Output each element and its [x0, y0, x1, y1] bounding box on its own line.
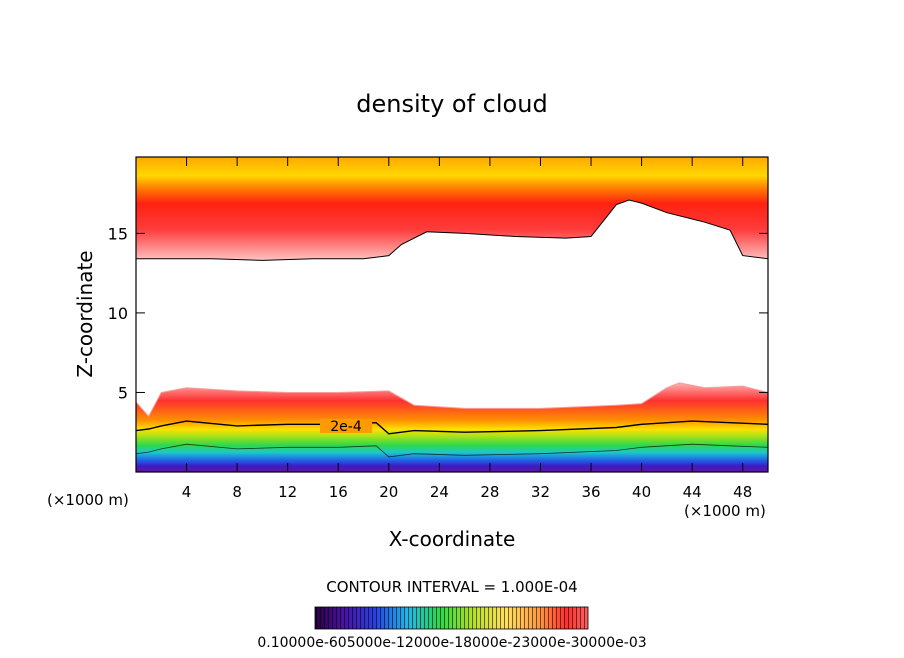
contour-line-lower	[136, 443, 768, 458]
colorbar-labels: 0.10000e-605000e-12000e-18000e-23000e-30…	[257, 635, 646, 651]
x-tick-label: 12	[278, 483, 297, 501]
y-tick-label: 15	[108, 224, 128, 243]
colorbar-level-lines	[315, 607, 588, 629]
upper-cloud-layer	[136, 157, 768, 261]
x-axis-ticks: 4 8 12 16 20 24 28 32 36 40 44 48	[182, 157, 752, 501]
x-tick-label: 40	[632, 483, 651, 501]
x-tick-label: 20	[379, 483, 398, 501]
x-tick-label: 16	[329, 483, 348, 501]
contour-label-background	[320, 419, 372, 433]
y-tick-label: 5	[118, 383, 128, 402]
x-tick-label: 24	[430, 483, 449, 501]
x-unit-left: (×1000 m)	[47, 491, 129, 509]
x-tick-label: 44	[683, 483, 702, 501]
x-tick-label: 36	[581, 483, 600, 501]
plot-area: 2e-4	[136, 157, 768, 472]
contour-interval-text: CONTOUR INTERVAL = 1.000E-04	[326, 578, 577, 596]
y-tick-label: 10	[108, 304, 128, 323]
x-axis-label: X-coordinate	[389, 527, 516, 551]
x-tick-label: 32	[531, 483, 550, 501]
lower-layer-top-line	[136, 382, 768, 418]
plot-frame	[135, 156, 769, 473]
x-tick-label: 4	[182, 483, 192, 501]
y-axis-label: Z-coordinate	[73, 250, 97, 377]
x-unit-right: (×1000 m)	[684, 502, 766, 520]
contour-line-2e-4	[136, 420, 768, 435]
upper-layer-contour-line	[136, 199, 768, 261]
chart-title: density of cloud	[356, 90, 547, 118]
y-axis-ticks: 5 10 15	[108, 224, 768, 402]
contour-label: 2e-4	[330, 419, 362, 435]
lower-cloud-layer	[136, 382, 768, 472]
x-tick-label: 28	[480, 483, 499, 501]
x-tick-label: 8	[232, 483, 242, 501]
x-tick-label: 48	[733, 483, 752, 501]
